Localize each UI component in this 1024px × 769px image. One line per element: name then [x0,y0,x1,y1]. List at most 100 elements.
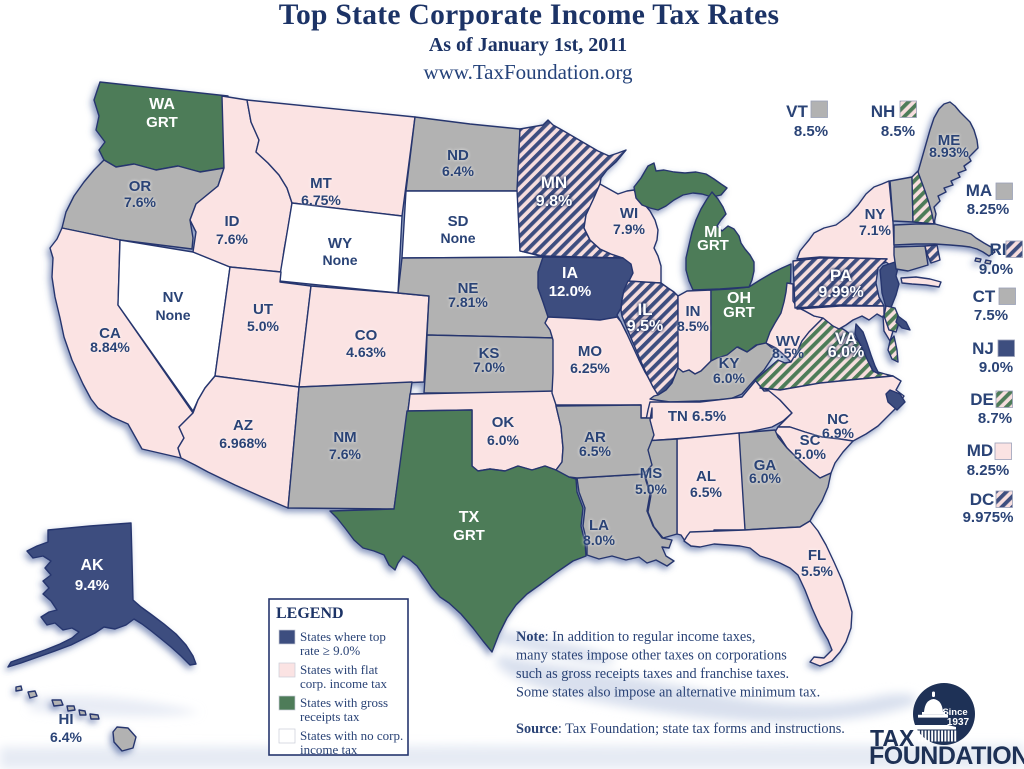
svg-text:ME: ME [938,132,961,149]
svg-text:ID: ID [225,213,240,230]
svg-text:9.975%: 9.975% [963,509,1014,526]
svg-text:9.99%: 9.99% [818,284,863,301]
svg-text:7.6%: 7.6% [216,231,248,247]
svg-text:NE: NE [458,280,479,297]
svg-text:KY: KY [719,355,740,372]
svg-text:FL: FL [808,547,826,564]
svg-text:Since: Since [942,707,967,718]
svg-text:8.5%: 8.5% [881,123,915,140]
svg-text:DC: DC [970,490,995,509]
svg-text:9.8%: 9.8% [536,193,572,210]
svg-text:States with flat: States with flat [300,662,378,677]
svg-text:7.81%: 7.81% [448,294,488,310]
svg-text:8.5%: 8.5% [772,345,804,361]
svg-text:SC: SC [800,432,821,449]
svg-text:6.0%: 6.0% [713,370,745,386]
svg-text:RI: RI [990,240,1007,259]
svg-text:7.0%: 7.0% [473,359,505,375]
svg-text:Top State Corporate Income Tax: Top State Corporate Income Tax Rates [279,0,780,31]
svg-text:DE: DE [970,390,994,409]
svg-text:SD: SD [448,213,469,230]
svg-text:8.25%: 8.25% [967,462,1010,479]
svg-text:6.5%: 6.5% [579,443,611,459]
svg-text:Note: In addition to regular i: Note: In addition to regular income taxe… [516,629,755,645]
svg-text:MS: MS [640,465,663,482]
svg-text:6.968%: 6.968% [219,435,267,451]
svg-text:12.0%: 12.0% [549,283,592,300]
svg-text:TX: TX [459,509,480,526]
svg-text:Some states also impose an alt: Some states also impose an alternative m… [516,685,820,701]
svg-text:TN 6.5%: TN 6.5% [668,408,726,425]
svg-text:CT: CT [973,287,996,306]
svg-text:AR: AR [584,429,606,446]
svg-text:CA: CA [99,325,121,342]
svg-text:6.75%: 6.75% [301,192,341,208]
svg-text:IN: IN [686,303,701,320]
svg-text:7.9%: 7.9% [613,221,645,237]
svg-text:www.TaxFoundation.org: www.TaxFoundation.org [423,60,633,84]
svg-text:PA: PA [830,266,852,285]
svg-text:GRT: GRT [723,304,755,321]
svg-text:7.6%: 7.6% [124,194,156,210]
svg-text:5.0%: 5.0% [247,318,279,334]
svg-text:GRT: GRT [453,527,485,544]
svg-text:6.9%: 6.9% [822,425,854,441]
svg-text:WV: WV [776,333,800,350]
svg-text:None: None [323,252,358,268]
svg-text:MO: MO [578,343,602,360]
svg-text:6.4%: 6.4% [442,163,474,179]
svg-text:GRT: GRT [697,237,729,254]
svg-text:6.0%: 6.0% [828,344,864,361]
svg-text:8.93%: 8.93% [929,144,969,160]
svg-text:IA: IA [562,265,578,282]
svg-text:HI: HI [59,711,74,728]
svg-text:6.4%: 6.4% [50,729,82,745]
svg-text:LEGEND: LEGEND [276,605,344,622]
svg-text:MD: MD [967,441,993,460]
svg-text:6.25%: 6.25% [570,360,610,376]
svg-text:income tax: income tax [300,742,358,757]
svg-text:WI: WI [620,205,638,222]
svg-text:9.0%: 9.0% [979,359,1013,376]
svg-text:MA: MA [966,181,992,200]
svg-text:FOUNDATION: FOUNDATION [869,742,1024,769]
svg-text:9.0%: 9.0% [979,261,1013,278]
svg-text:OH: OH [727,290,751,307]
svg-text:AZ: AZ [233,417,253,434]
svg-text:TAX: TAX [870,725,915,751]
svg-text:8.0%: 8.0% [583,532,615,548]
svg-text:5.5%: 5.5% [801,563,833,579]
svg-text:8.5%: 8.5% [794,123,828,140]
svg-text:AK: AK [80,557,104,574]
svg-text:MN: MN [541,173,567,192]
svg-text:VA: VA [835,329,857,348]
svg-text:ND: ND [447,147,469,164]
svg-text:9.5%: 9.5% [627,318,663,335]
svg-text:OR: OR [129,178,152,195]
svg-text:OK: OK [492,414,515,431]
svg-text:States where top: States where top [300,629,386,644]
svg-text:AL: AL [696,468,716,485]
svg-text:8.84%: 8.84% [90,339,130,355]
svg-text:rate ≥ 9.0%: rate ≥ 9.0% [300,643,360,658]
svg-text:NJ: NJ [972,339,994,358]
svg-text:5.0%: 5.0% [635,481,667,497]
svg-text:WA: WA [149,96,175,113]
svg-text:NC: NC [827,411,849,428]
svg-text:States with gross: States with gross [300,695,388,710]
svg-text:As of January 1st, 2011: As of January 1st, 2011 [429,34,627,56]
svg-text:VT: VT [786,102,808,121]
svg-text:None: None [441,230,476,246]
svg-text:1937: 1937 [947,717,970,728]
svg-text:IL: IL [637,300,652,319]
svg-text:corp. income tax: corp. income tax [300,676,387,691]
svg-text:GRT: GRT [146,114,178,131]
svg-text:4.63%: 4.63% [346,344,386,360]
svg-text:receipts tax: receipts tax [300,709,360,724]
svg-text:Source: Tax Foundation; state: Source: Tax Foundation; state tax forms … [516,721,845,737]
svg-text:LA: LA [589,517,609,534]
svg-text:NH: NH [871,102,896,121]
svg-text:7.5%: 7.5% [974,307,1008,324]
svg-text:NV: NV [163,289,184,306]
svg-text:7.1%: 7.1% [859,222,891,238]
